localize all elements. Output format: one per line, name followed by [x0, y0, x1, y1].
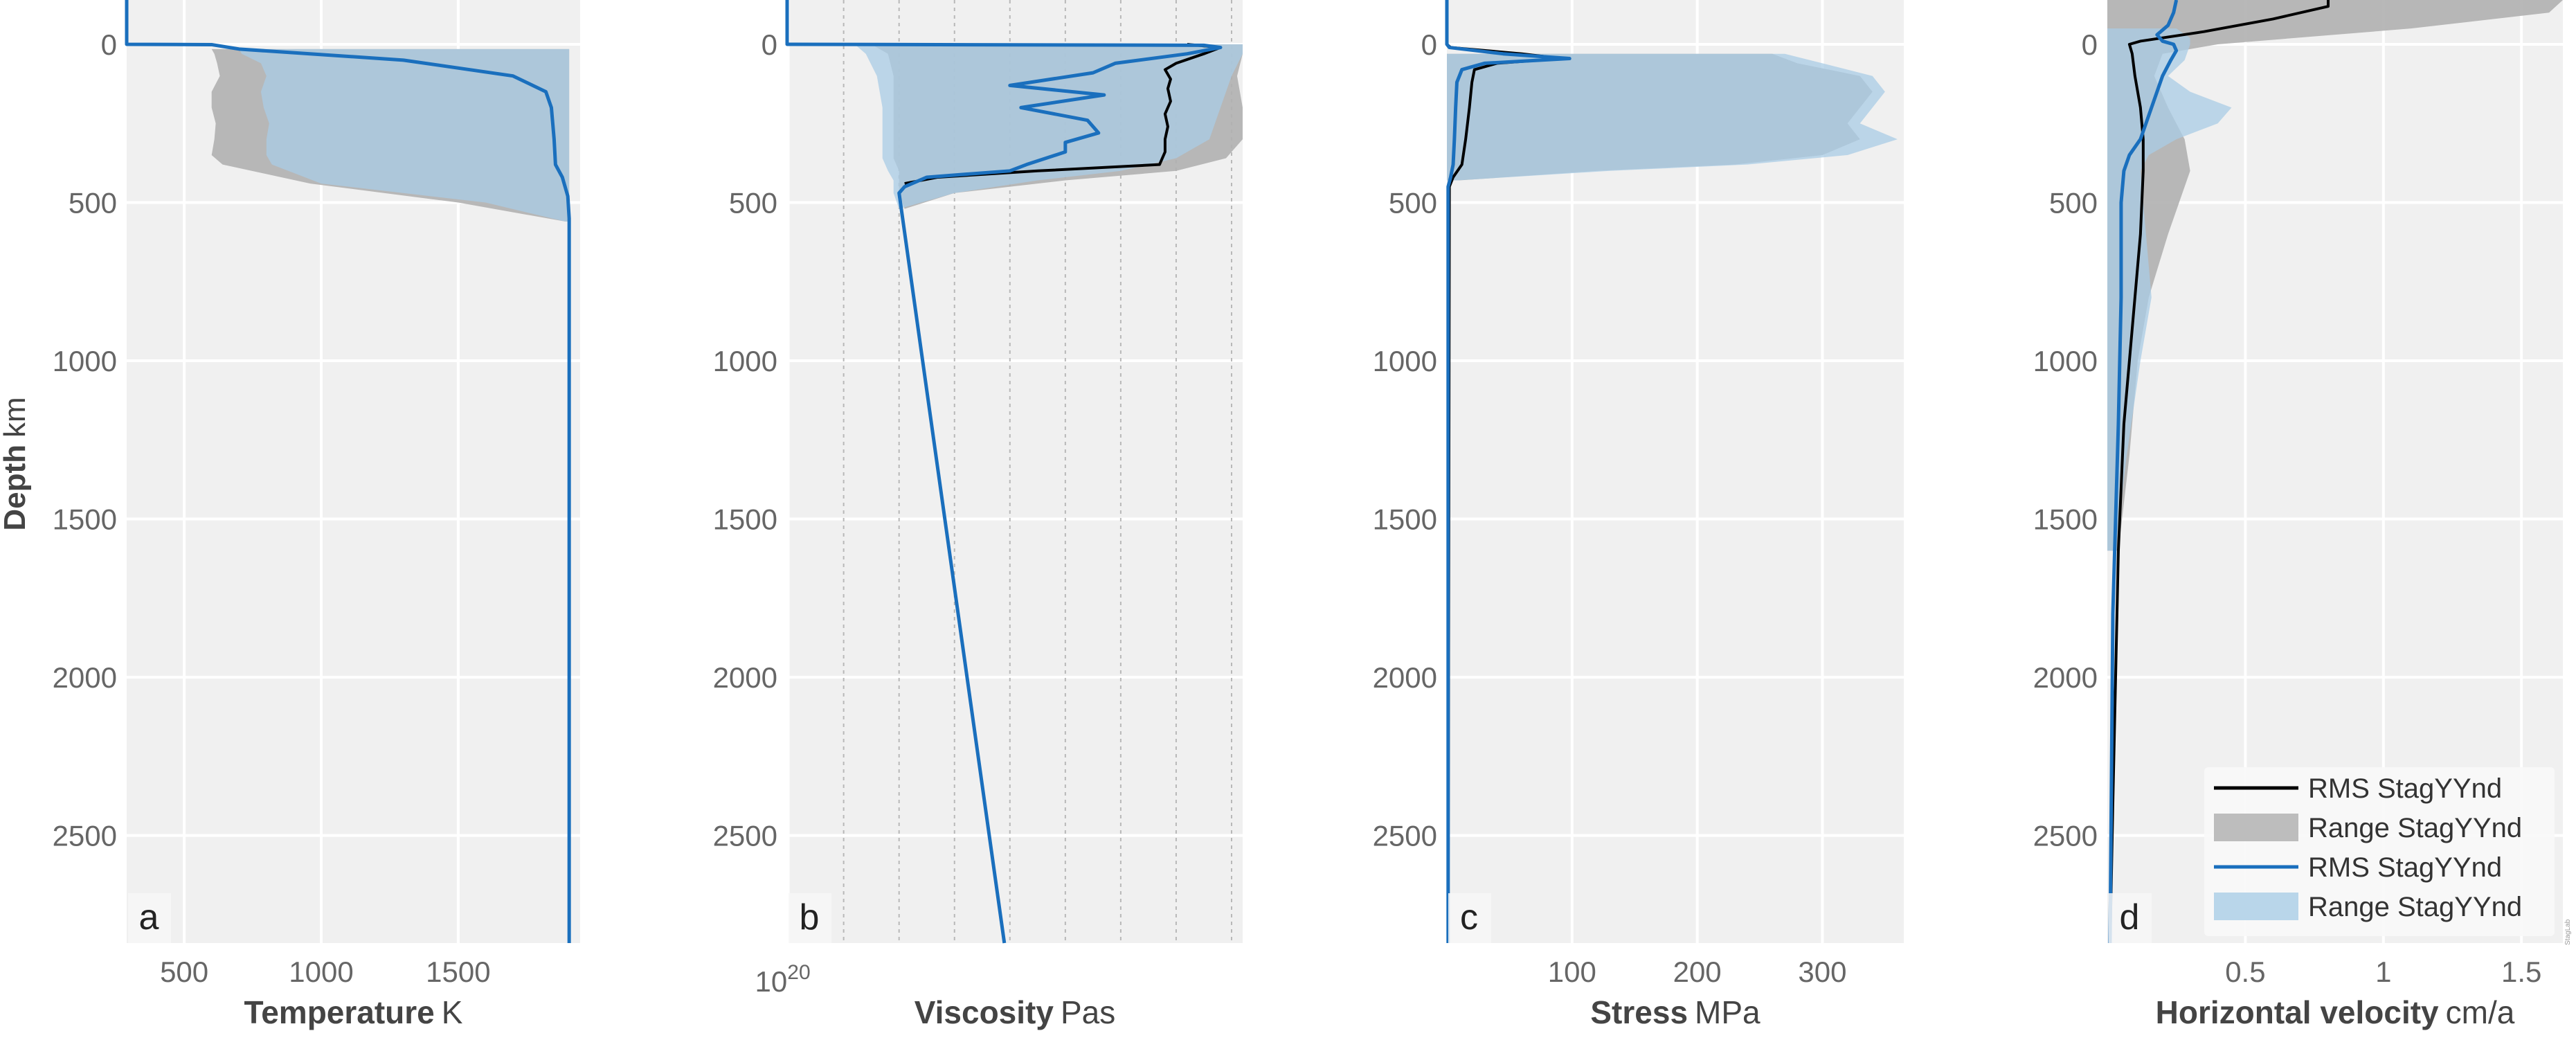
range-band-2	[854, 44, 1243, 209]
rms-line-1	[2108, 0, 2330, 944]
y-tick-label: 500	[1389, 187, 1437, 219]
x-tick-label: 500	[160, 956, 208, 988]
legend-swatch-band	[2214, 814, 2298, 841]
y-tick-label: 1500	[1373, 503, 1437, 536]
panel-c: 0 500 1000 1500 2000 2500 100 200 300 Stress MPa c	[1373, 0, 1904, 1030]
y-tick-label: 2000	[53, 661, 117, 694]
x-axis-label-unit: MPa	[1695, 994, 1760, 1030]
credit-text: StagLab	[2564, 919, 2572, 945]
y-tick-label: 2500	[2033, 820, 2098, 852]
panel-b: 0 500 1000 1500 2000 2500 1020 Viscosity Pas b	[713, 0, 1243, 1030]
x-tick-label: 1500	[426, 956, 490, 988]
rms-line-2	[125, 0, 571, 943]
x-axis-label-bold: Horizontal velocity	[2156, 994, 2439, 1030]
legend-label: Range StagYYnd	[2308, 892, 2522, 922]
x-axis-label-bold: Temperature	[244, 994, 435, 1030]
panel-letter-box	[789, 893, 831, 943]
y-tick-label: 2000	[1373, 661, 1437, 694]
x-tick-label: 1	[2375, 956, 2391, 988]
y-tick-label: 2500	[53, 820, 117, 852]
panel-letter: d	[2120, 897, 2140, 938]
x-axis-label: Temperature K	[244, 994, 463, 1030]
legend-label: Range StagYYnd	[2308, 813, 2522, 843]
y-tick-label: 0	[101, 28, 117, 61]
y-tick-label: 2500	[713, 820, 777, 852]
y-tick-label: 1500	[2033, 503, 2098, 536]
y-tick-label: 0	[762, 28, 777, 61]
range-band-2	[239, 48, 570, 222]
y-axis-label-bold: Depth	[0, 445, 32, 531]
x-axis-label-bold: Stress	[1590, 994, 1688, 1030]
x-axis-label-unit: cm/a	[2446, 994, 2515, 1030]
x-tick-label: 100	[1548, 956, 1596, 988]
legend-swatch-band	[2214, 893, 2298, 920]
x-axis-label: Stress MPa	[1590, 994, 1760, 1030]
x-axis-label: Horizontal velocity cm/a	[2156, 994, 2515, 1030]
x-axis-label-bold: Viscosity	[915, 994, 1054, 1030]
y-tick-label: 500	[2049, 187, 2098, 219]
y-tick-label: 0	[1421, 28, 1437, 61]
legend-label: RMS StagYYnd	[2308, 773, 2502, 804]
y-axis-label: Depth km	[0, 397, 32, 530]
rms-line-2	[1445, 0, 1571, 943]
x-tick-label: 1000	[289, 956, 353, 988]
x-tick-label: 200	[1673, 956, 1722, 988]
panel-letter-box	[1448, 893, 1491, 943]
panel-a: 0 500 1000 1500 2000 2500 500 1000 1500 Temperatu…	[53, 0, 580, 1030]
x-axis-label-unit: Pas	[1061, 994, 1115, 1030]
rms-line-1	[904, 42, 1222, 186]
panel-letter: b	[800, 897, 820, 938]
x-tick-label: 1.5	[2501, 956, 2541, 988]
x-tick-label: 1020	[755, 961, 811, 998]
y-tick-label: 1500	[53, 503, 117, 536]
panel-letter-box	[128, 893, 171, 943]
y-tick-label: 2500	[1373, 820, 1437, 852]
y-tick-label: 0	[2082, 28, 2098, 61]
y-tick-label: 1000	[1373, 345, 1437, 377]
x-tick-label: 0.5	[2225, 956, 2265, 988]
x-tick-label: 300	[1798, 956, 1846, 988]
range-band-2	[1447, 53, 1898, 181]
range-band-2	[2107, 28, 2232, 551]
rms-line-2	[785, 0, 1223, 944]
y-tick-label: 1000	[713, 345, 777, 377]
panel-letter: a	[139, 897, 159, 938]
panel-letter: c	[1460, 897, 1478, 938]
x-axis-label-unit: K	[442, 994, 463, 1030]
y-axis-label-unit: km	[0, 397, 32, 438]
x-axis-label: Viscosity Pas	[915, 994, 1115, 1030]
rms-line-2	[2108, 0, 2179, 944]
legend: RMS StagYYnd Range StagYYnd RMS StagYYnd Ra…	[2204, 767, 2555, 936]
y-tick-label: 500	[69, 187, 117, 219]
panel-letter-box	[2109, 893, 2152, 943]
y-tick-label: 1500	[713, 503, 777, 536]
legend-label: RMS StagYYnd	[2308, 852, 2502, 883]
y-tick-label: 500	[729, 187, 777, 219]
y-tick-label: 1000	[2033, 345, 2098, 377]
y-tick-label: 1000	[53, 345, 117, 377]
y-tick-label: 2000	[713, 661, 777, 694]
y-tick-label: 2000	[2033, 661, 2098, 694]
